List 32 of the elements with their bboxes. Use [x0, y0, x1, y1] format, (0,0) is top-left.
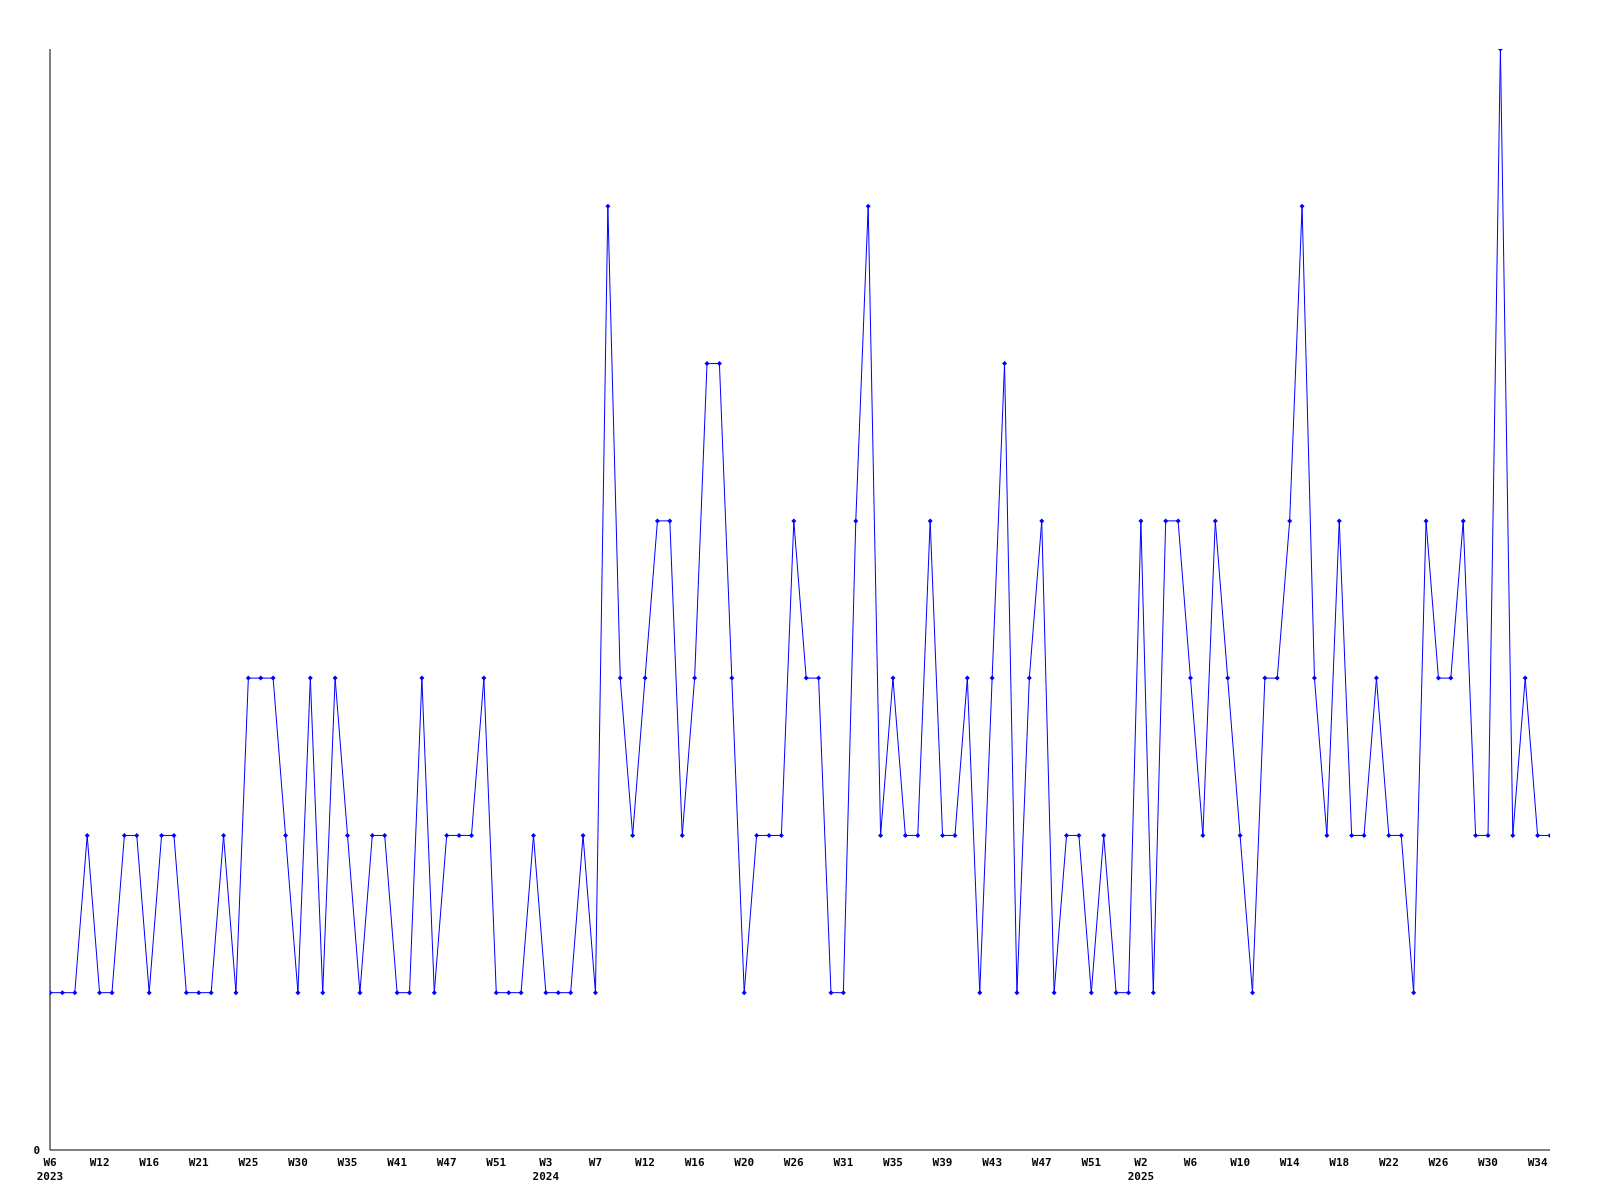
x-tick-label: W30 — [1478, 1156, 1498, 1169]
x-tick-label: W3 2024 — [532, 1156, 560, 1183]
x-tick-label: W43 — [982, 1156, 1003, 1169]
x-tick-label: W21 — [188, 1156, 210, 1169]
x-tick-label: W34 — [1527, 1156, 1548, 1169]
x-tick-label: W6 — [1183, 1156, 1198, 1169]
x-tick-label: W14 — [1279, 1156, 1300, 1169]
x-tick-label: W51 — [486, 1156, 507, 1169]
x-tick-label: W47 — [436, 1156, 457, 1169]
x-tick-label: W16 — [139, 1156, 160, 1169]
x-tick-label: W12 — [89, 1156, 110, 1169]
x-tick-label: W10 — [1230, 1156, 1251, 1169]
x-tick-label: W26 — [1428, 1156, 1449, 1169]
text: 0 — [33, 1144, 40, 1157]
x-tick-label: W25 — [238, 1156, 259, 1169]
x-tick-label: W41 — [387, 1156, 408, 1169]
x-tick-label: W7 — [588, 1156, 603, 1169]
x-tick-label: W35 — [883, 1156, 903, 1169]
x-tick-label: W18 — [1329, 1156, 1350, 1169]
x-tick-label: W47 — [1031, 1156, 1052, 1169]
x-tick-label: W6 2023 — [36, 1156, 64, 1183]
x-tick-label: W31 — [833, 1156, 854, 1169]
x-tick-label: W22 — [1378, 1156, 1399, 1169]
x-tick-label: W30 — [288, 1156, 308, 1169]
x-tick-label: W51 — [1081, 1156, 1102, 1169]
x-tick-label: W26 — [783, 1156, 805, 1169]
x-tick-label: W12 — [635, 1156, 655, 1169]
x-tick-label: W16 — [684, 1156, 705, 1169]
x-tick-label: W39 — [932, 1156, 953, 1169]
x-tick-label: W20 — [734, 1156, 755, 1169]
x-tick-label: W2 2025 — [1127, 1156, 1155, 1183]
x-tick-label: W35 — [337, 1156, 358, 1169]
